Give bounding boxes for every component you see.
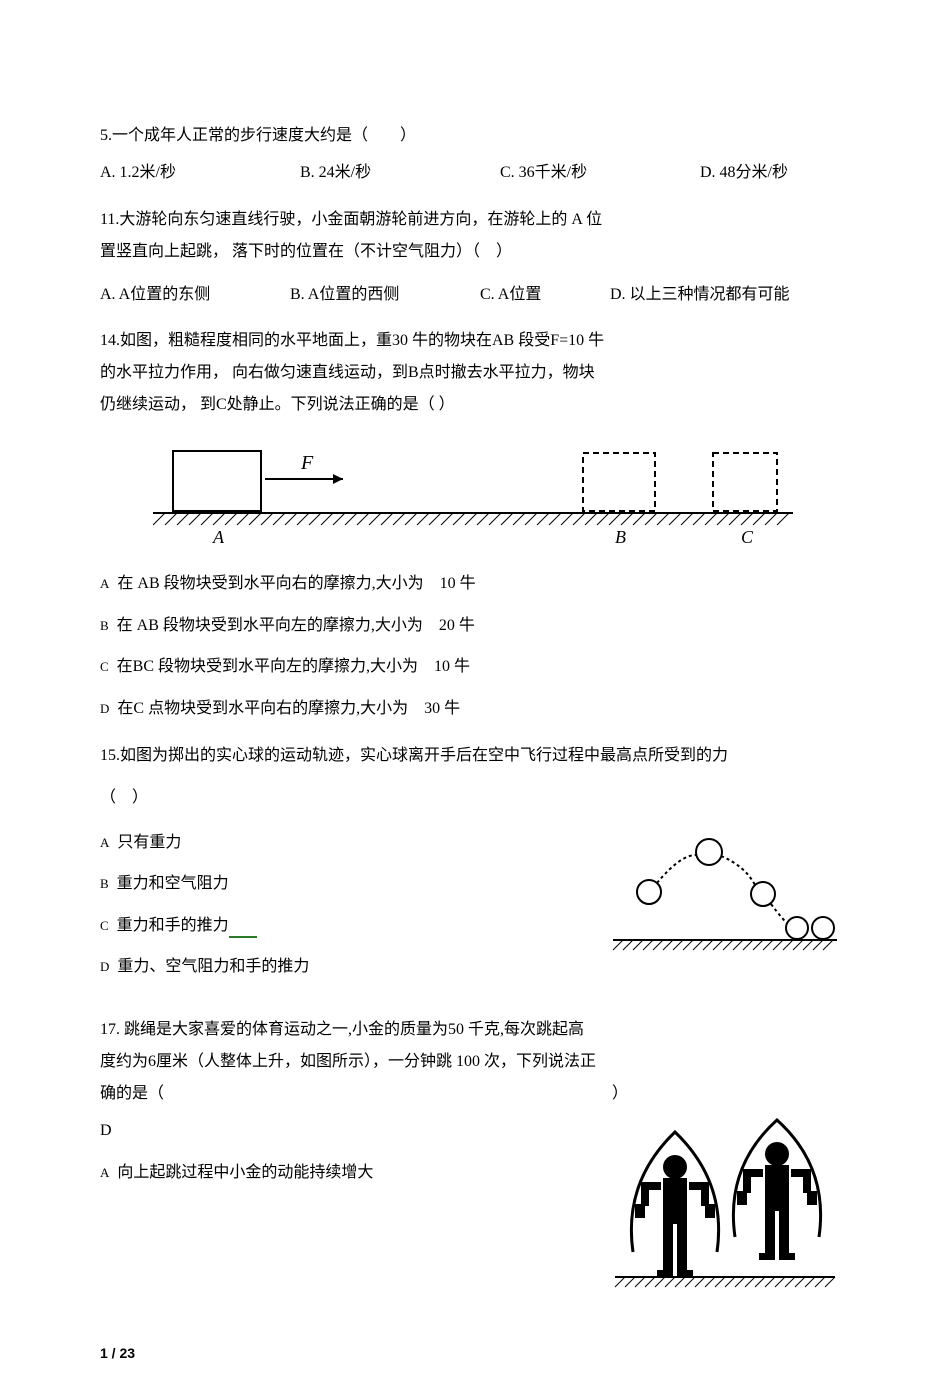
q15-figure — [605, 822, 845, 962]
q14-opt-d-value: 30 牛 — [420, 700, 460, 717]
q15-opt-c-text: 重力和手的推力 — [117, 917, 229, 934]
q14-stem: 14.如图，粗糙程度相同的水平地面上，重30 牛的物块在AB 段受F=10 牛 … — [100, 325, 845, 421]
q14-opt-c-text: 在BC 段物块受到水平向左的摩擦力,大小为 — [117, 658, 418, 675]
q14-opt-c-value: 10 牛 — [430, 658, 470, 675]
q17-diagram — [605, 1112, 845, 1292]
q14-diagram: F A B C — [153, 433, 793, 553]
q14-line3: 仍继续运动， 到C处静止。下列说法正确的是（ ） — [100, 389, 845, 421]
q15-opt-a-label: A — [100, 835, 109, 850]
q5-suffix: ） — [400, 127, 416, 144]
q5-opt-a: A. 1.2米/秒 — [100, 160, 300, 186]
q14-opt-d: D 在C 点物块受到水平向右的摩擦力,大小为 30 牛 — [100, 696, 845, 722]
q14-label-b: B — [615, 527, 626, 547]
q11-opt-c: C. A位置 — [480, 282, 610, 308]
q17-figure — [605, 1112, 845, 1292]
q11-line2: 置竖直向上起跳， 落下时的位置在（不计空气阻力）（ ） — [100, 236, 845, 268]
page-sep: / — [108, 1345, 120, 1361]
page-total: 23 — [119, 1345, 135, 1361]
q11-opt-d: D. 以上三种情况都有可能 — [610, 282, 790, 308]
q11-stem: 11.大游轮向东匀速直线行驶，小金面朝游轮前进方向，在游轮上的 A 位 置竖直向… — [100, 204, 845, 268]
page-current: 1 — [100, 1345, 108, 1361]
q17-line3-suffix: ） — [612, 1085, 628, 1102]
q15-opt-d-label: D — [100, 959, 109, 974]
page-number: 1 / 23 — [100, 1342, 845, 1364]
q5-opt-c: C. 36千米/秒 — [500, 160, 700, 186]
q14-opt-c-label: C — [100, 659, 109, 674]
question-11: 11.大游轮向东匀速直线行驶，小金面朝游轮前进方向，在游轮上的 A 位 置竖直向… — [100, 204, 845, 308]
q11-opt-a: A. A位置的东侧 — [100, 282, 290, 308]
q14-opt-c: C 在BC 段物块受到水平向左的摩擦力,大小为 10 牛 — [100, 654, 845, 680]
q14-opt-d-label: D — [100, 701, 109, 716]
q17-stem: 17. 跳绳是大家喜爱的体育运动之一,小金的质量为50 千克,每次跳起高 度约为… — [100, 1014, 845, 1110]
q17-line3: 确的是（ ） — [100, 1078, 845, 1110]
q14-opt-b-text: 在 AB 段物块受到水平向左的摩擦力,大小为 — [117, 617, 423, 634]
q5-stem: 5.一个成年人正常的步行速度大约是（ ） — [100, 120, 845, 152]
q14-opt-b-value: 20 牛 — [435, 617, 475, 634]
q15-diagram — [605, 822, 845, 962]
q14-line1: 14.如图，粗糙程度相同的水平地面上，重30 牛的物块在AB 段受F=10 牛 — [100, 325, 845, 357]
q14-figure: F A B C — [100, 433, 845, 553]
q15-opt-b-label: B — [100, 876, 109, 891]
q14-opt-b-label: B — [100, 618, 109, 633]
q14-opt-d-text: 在C 点物块受到水平向右的摩擦力,大小为 — [117, 700, 408, 717]
q5-options: A. 1.2米/秒 B. 24米/秒 C. 36千米/秒 D. 48分米/秒 — [100, 160, 845, 186]
question-15: 15.如图为掷出的实心球的运动轨迹，实心球离开手后在空中飞行过程中最高点所受到的… — [100, 740, 845, 996]
q14-label-a: A — [212, 527, 225, 547]
q15-opt-c-label: C — [100, 918, 109, 933]
q14-line2: 的水平拉力作用， 向右做匀速直线运动，到B点时撤去水平拉力，物块 — [100, 357, 845, 389]
q17-line1: 17. 跳绳是大家喜爱的体育运动之一,小金的质量为50 千克,每次跳起高 — [100, 1014, 845, 1046]
q17-line3-prefix: 确的是（ — [100, 1085, 164, 1102]
q14-opt-b: B 在 AB 段物块受到水平向左的摩擦力,大小为 20 牛 — [100, 613, 845, 639]
q14-opt-a-label: A — [100, 576, 109, 591]
q15-opt-d-text: 重力、空气阻力和手的推力 — [117, 958, 309, 975]
q17-opt-a-text: 向上起跳过程中小金的动能持续增大 — [117, 1164, 373, 1181]
q17-line2: 度约为6厘米（人整体上升，如图所示），一分钟跳 100 次，下列说法正 — [100, 1046, 845, 1078]
question-14: 14.如图，粗糙程度相同的水平地面上，重30 牛的物块在AB 段受F=10 牛 … — [100, 325, 845, 721]
q14-opt-a: A 在 AB 段物块受到水平向右的摩擦力,大小为 10 牛 — [100, 571, 845, 597]
q5-prefix: 5.一个成年人正常的步行速度大约是（ — [100, 127, 368, 144]
q14-force-label: F — [300, 452, 314, 474]
q5-opt-b: B. 24米/秒 — [300, 160, 500, 186]
q15-opt-a-text: 只有重力 — [117, 834, 181, 851]
q15-text: 15.如图为掷出的实心球的运动轨迹，实心球离开手后在空中飞行过程中最高点所受到的… — [100, 740, 845, 772]
question-5: 5.一个成年人正常的步行速度大约是（ ） A. 1.2米/秒 B. 24米/秒 … — [100, 120, 845, 186]
q14-opt-a-text: 在 AB 段物块受到水平向右的摩擦力,大小为 — [117, 575, 423, 592]
q15-opt-b-text: 重力和空气阻力 — [117, 875, 229, 892]
q5-opt-d: D. 48分米/秒 — [700, 160, 788, 186]
question-17: 17. 跳绳是大家喜爱的体育运动之一,小金的质量为50 千克,每次跳起高 度约为… — [100, 1014, 845, 1292]
q15-stem: 15.如图为掷出的实心球的运动轨迹，实心球离开手后在空中飞行过程中最高点所受到的… — [100, 740, 845, 814]
q11-line1: 11.大游轮向东匀速直线行驶，小金面朝游轮前进方向，在游轮上的 A 位 — [100, 204, 845, 236]
q15-paren: （ ） — [100, 782, 845, 814]
q11-options: A. A位置的东侧 B. A位置的西侧 C. A位置 D. 以上三种情况都有可能 — [100, 282, 845, 308]
q11-opt-b: B. A位置的西侧 — [290, 282, 480, 308]
green-underline-icon — [229, 936, 257, 938]
q14-opt-a-value: 10 牛 — [436, 575, 476, 592]
q14-label-c: C — [741, 527, 754, 547]
q17-opt-a-label: A — [100, 1165, 109, 1180]
